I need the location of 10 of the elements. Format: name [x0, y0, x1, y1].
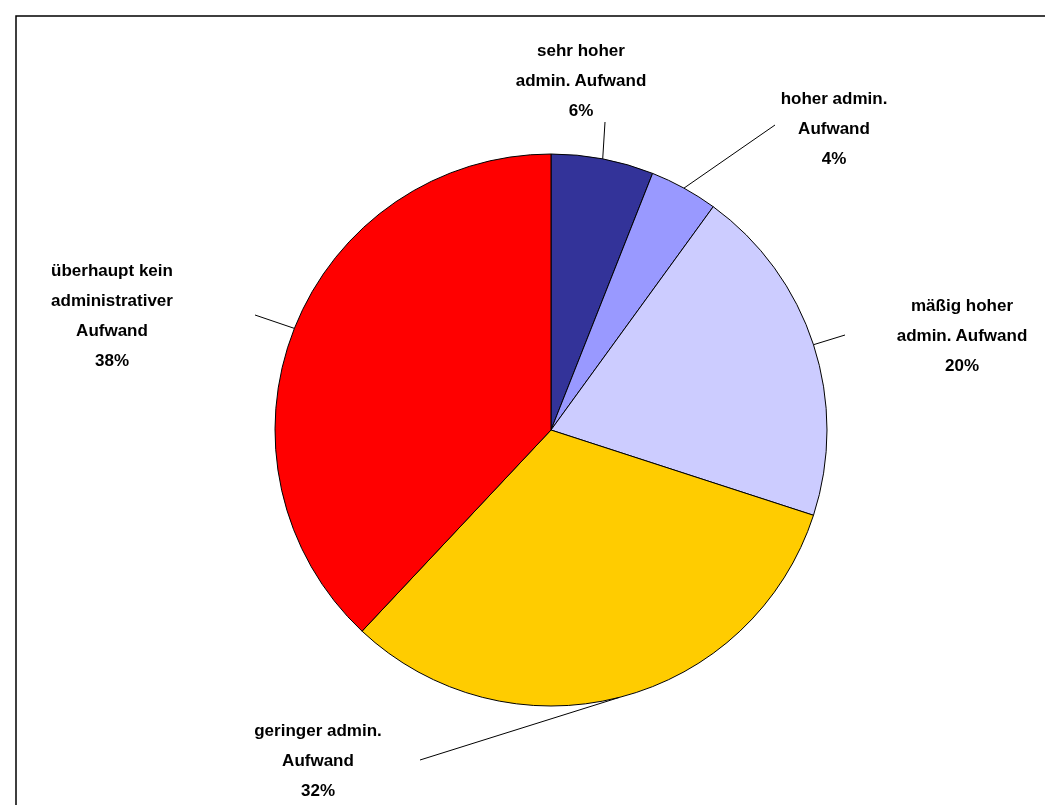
slice-label: mäßig hoher admin. Aufwand [896, 295, 1028, 345]
slice-label: überhaupt kein administrativer Aufwand [51, 260, 174, 340]
data-label: 4% [821, 148, 847, 168]
slice-label: sehr hoher admin. Aufwand [515, 40, 647, 90]
data-label: 20% [944, 355, 980, 375]
slice-label: hoher admin. Aufwand [780, 88, 888, 138]
slice-label: geringer admin. Aufwand [254, 720, 382, 770]
data-label: 6% [568, 100, 594, 120]
data-label: 32% [300, 780, 336, 800]
data-label: 38% [94, 350, 130, 370]
